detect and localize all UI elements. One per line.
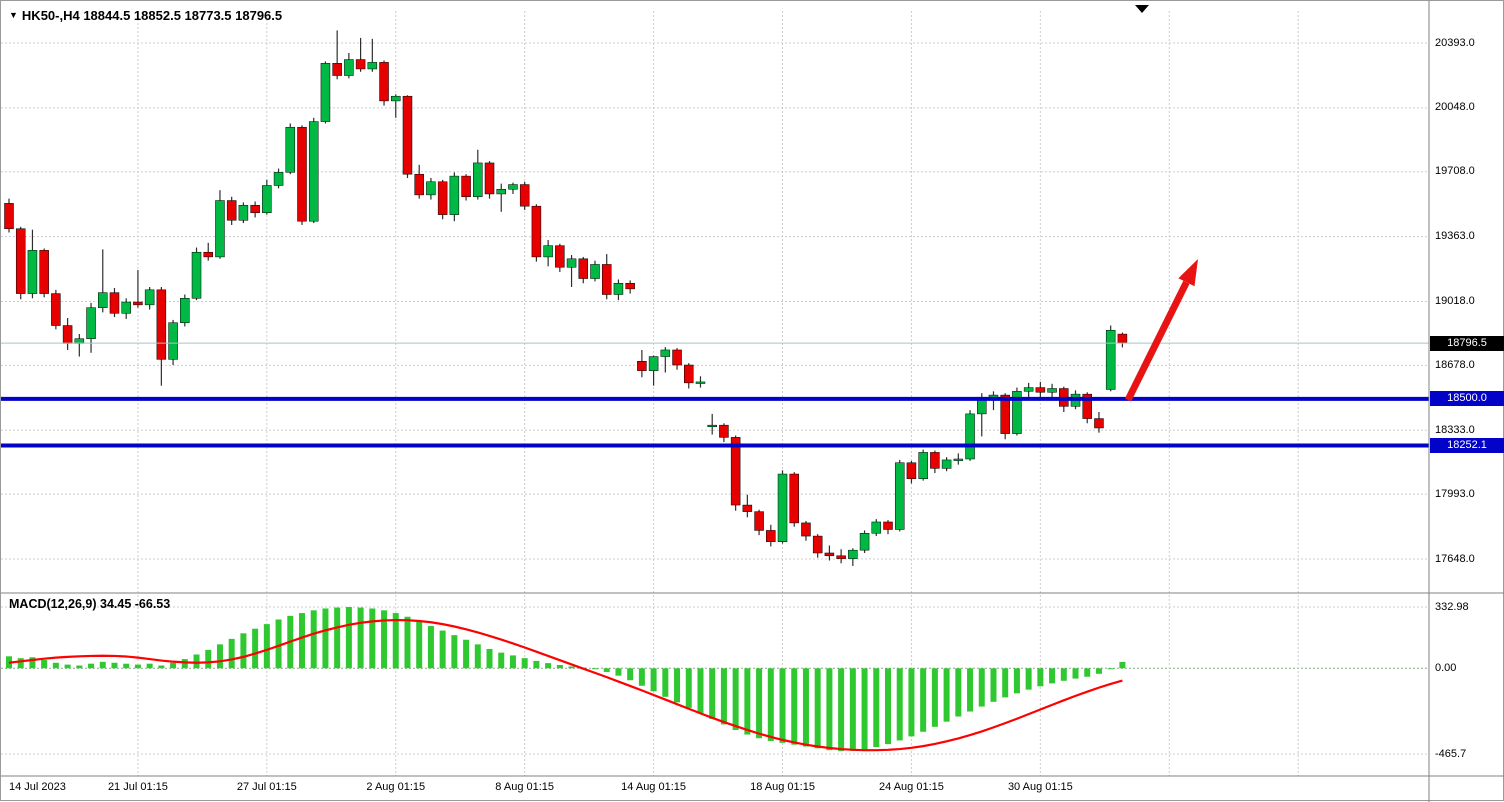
chart-title: ▼ HK50-,H4 18844.5 18852.5 18773.5 18796.…: [9, 8, 282, 23]
macd-axis-label: -465.7: [1435, 747, 1467, 760]
time-axis-label: 2 Aug 01:15: [366, 781, 426, 793]
time-axis-label: 18 Aug 01:15: [750, 781, 815, 793]
price-axis-label: 18333.0: [1435, 423, 1475, 436]
price-axis-label: 19708.0: [1435, 165, 1475, 178]
trend-arrow-shaft[interactable]: [1124, 280, 1190, 402]
time-axis-label: 14 Jul 2023: [9, 781, 66, 793]
time-axis-label: 21 Jul 01:15: [107, 781, 168, 793]
price-axis-label: 17648.0: [1435, 552, 1475, 565]
time-axis-label: 14 Aug 01:15: [621, 781, 687, 793]
support-level-badge: 18252.1: [1430, 437, 1504, 453]
price-axis-label: 20393.0: [1435, 36, 1475, 49]
macd-axis-label: 332.98: [1435, 600, 1469, 613]
scroll-to-end-icon[interactable]: [1135, 5, 1149, 13]
price-axis-label: 17993.0: [1435, 487, 1475, 500]
time-axis-label: 8 Aug 01:15: [495, 781, 555, 793]
support-level-badge: 18500.0: [1430, 391, 1504, 407]
current-price-badge: 18796.5: [1430, 335, 1504, 351]
macd-axis-label: 0.00: [1435, 661, 1457, 674]
candlestick-series: [4, 30, 1128, 566]
trend-arrow-head: [1178, 259, 1198, 287]
price-axis-label: 20048.0: [1435, 101, 1475, 114]
symbol-marker-icon: ▼: [9, 10, 18, 20]
macd-histogram: [6, 606, 1126, 752]
price-axis-label: 19018.0: [1435, 294, 1475, 307]
time-axis-label: 27 Jul 01:15: [236, 781, 297, 793]
time-axis-label: 24 Aug 01:15: [879, 781, 944, 793]
macd-signal-line: [8, 618, 1123, 752]
price-axis-label: 19363.0: [1435, 230, 1475, 243]
price-axis-label: 18678.0: [1435, 358, 1475, 371]
chart-title-text: HK50-,H4 18844.5 18852.5 18773.5 18796.5: [21, 8, 283, 23]
macd-indicator-label: MACD(12,26,9) 34.45 -66.53: [9, 597, 171, 611]
time-axis-label: 30 Aug 01:15: [1007, 781, 1073, 793]
